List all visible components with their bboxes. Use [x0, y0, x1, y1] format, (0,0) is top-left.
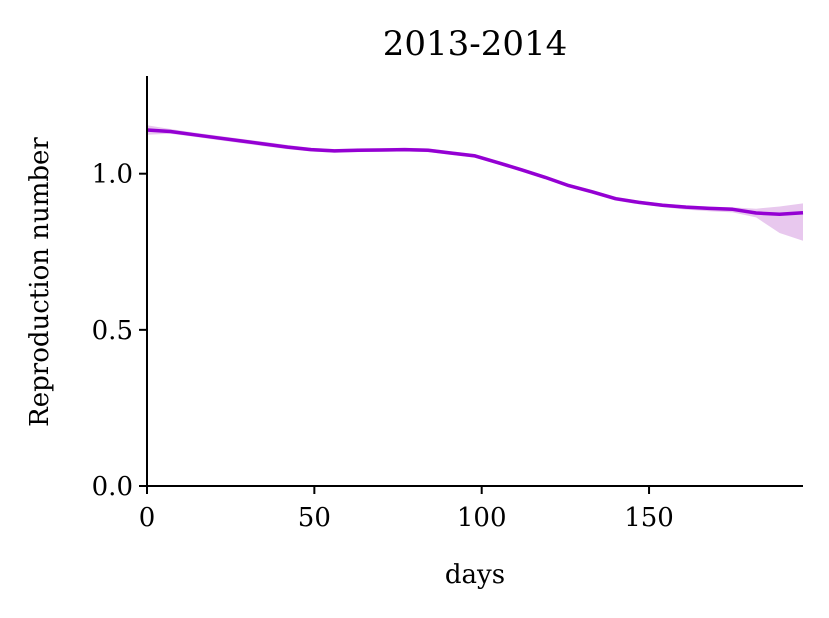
x-tick-label: 150: [624, 503, 674, 533]
y-tick-label: 1.0: [92, 160, 133, 190]
series-line: [146, 128, 804, 217]
chart-title: 2013-2014: [383, 24, 568, 64]
y-tick-label: 0.5: [92, 316, 133, 346]
plot-area: [146, 125, 804, 241]
y-axis-ticks: 0.0 0.5 1.0: [92, 160, 147, 502]
x-tick-label: 50: [298, 503, 331, 533]
x-axis-label: days: [445, 560, 505, 590]
y-axis-label: Reproduction number: [25, 137, 55, 427]
y-tick-label: 0.0: [92, 472, 133, 502]
x-axis-ticks: 0 50 100 150: [139, 486, 674, 533]
x-tick-label: 0: [139, 503, 156, 533]
x-tick-label: 100: [457, 503, 507, 533]
